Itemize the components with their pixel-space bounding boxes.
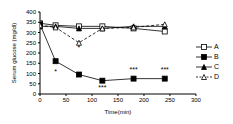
svg-text:0: 0 [38, 97, 42, 103]
svg-text:***: *** [98, 84, 106, 91]
svg-text:Time(min): Time(min) [105, 109, 132, 115]
svg-text:50: 50 [63, 97, 70, 103]
svg-text:200: 200 [139, 97, 150, 103]
html-text:B: B [213, 53, 219, 60]
svg-text:*: * [54, 68, 57, 75]
html-text:A: A [213, 43, 219, 50]
svg-text:***: *** [161, 66, 169, 73]
svg-text:300: 300 [26, 30, 37, 36]
svg-text:100: 100 [87, 97, 98, 103]
svg-text:200: 200 [26, 50, 37, 56]
svg-text:*: * [78, 44, 81, 51]
svg-text:350: 350 [26, 19, 37, 25]
svg-text:400: 400 [26, 9, 37, 15]
svg-text:Serum glucose (mg/dl): Serum glucose (mg/dl) [11, 23, 17, 83]
html-text:D: D [213, 73, 219, 80]
svg-text:250: 250 [165, 97, 176, 103]
svg-text:100: 100 [26, 71, 37, 77]
svg-text:0: 0 [33, 91, 37, 97]
svg-text:150: 150 [113, 97, 124, 103]
svg-text:300: 300 [191, 97, 202, 103]
svg-text:***: *** [129, 66, 137, 73]
html-text:C: C [213, 63, 219, 70]
svg-text:50: 50 [29, 81, 36, 87]
svg-text:150: 150 [26, 60, 37, 66]
svg-text:250: 250 [26, 40, 37, 46]
